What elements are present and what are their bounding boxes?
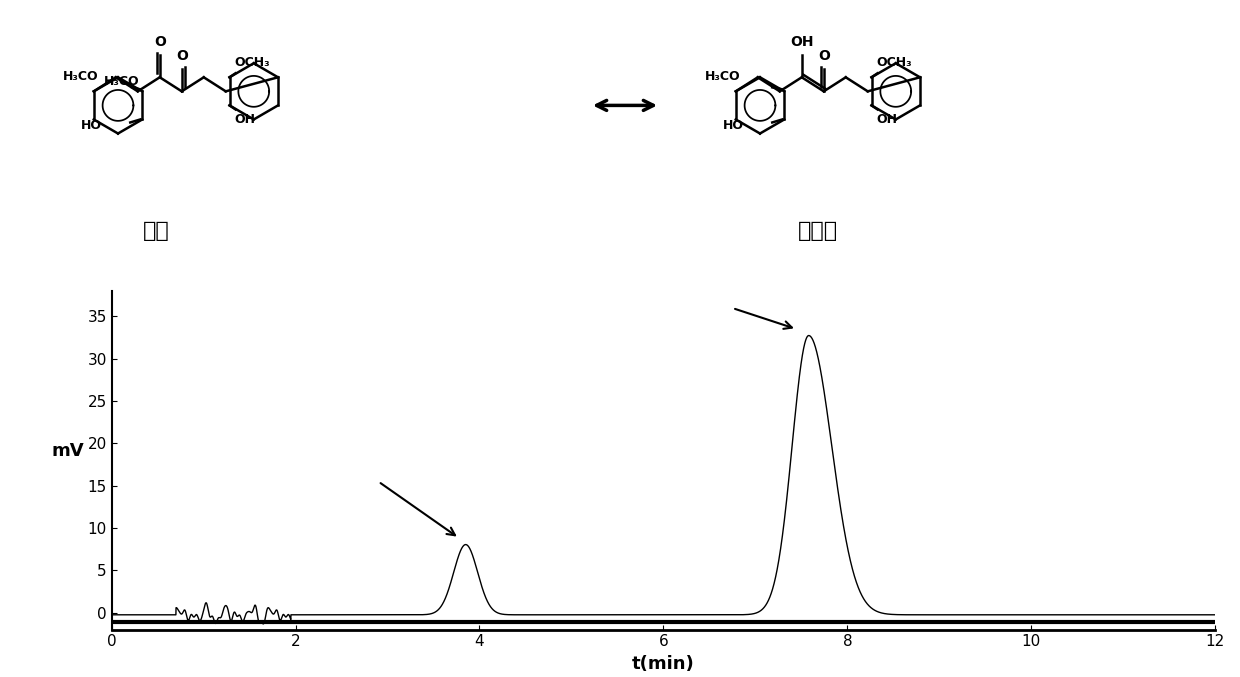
X-axis label: t(min): t(min) <box>632 655 694 673</box>
Text: 烯醇式: 烯醇式 <box>797 221 838 241</box>
Text: OCH₃: OCH₃ <box>234 56 270 69</box>
Text: O: O <box>176 49 187 63</box>
Text: HO: HO <box>82 119 102 132</box>
Text: OCH₃: OCH₃ <box>877 56 913 69</box>
Text: OH: OH <box>790 35 813 49</box>
Text: O: O <box>818 49 830 63</box>
Y-axis label: mV: mV <box>52 442 84 460</box>
Text: OH: OH <box>877 114 898 127</box>
Text: O: O <box>154 35 166 49</box>
Text: OH: OH <box>234 114 255 127</box>
Text: 酮式: 酮式 <box>143 221 169 241</box>
Text: H₃CO: H₃CO <box>63 70 98 83</box>
Text: H₃CO: H₃CO <box>704 70 740 83</box>
Text: HO: HO <box>723 119 744 132</box>
Text: H₃CO: H₃CO <box>104 75 140 88</box>
